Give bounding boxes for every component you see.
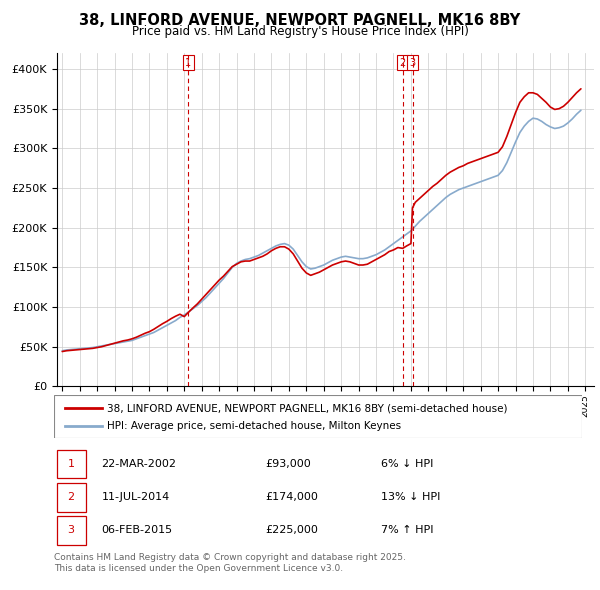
FancyBboxPatch shape: [56, 450, 86, 478]
Text: HPI: Average price, semi-detached house, Milton Keynes: HPI: Average price, semi-detached house,…: [107, 421, 401, 431]
Text: 13% ↓ HPI: 13% ↓ HPI: [382, 492, 441, 502]
Text: 11-JUL-2014: 11-JUL-2014: [101, 492, 170, 502]
FancyBboxPatch shape: [56, 516, 86, 545]
Text: 7% ↑ HPI: 7% ↑ HPI: [382, 525, 434, 535]
FancyBboxPatch shape: [54, 395, 582, 438]
Text: 1: 1: [68, 459, 74, 469]
Text: Contains HM Land Registry data © Crown copyright and database right 2025.: Contains HM Land Registry data © Crown c…: [54, 553, 406, 562]
Text: £174,000: £174,000: [265, 492, 318, 502]
Text: 22-MAR-2002: 22-MAR-2002: [101, 459, 176, 469]
Text: £93,000: £93,000: [265, 459, 311, 469]
Text: Price paid vs. HM Land Registry's House Price Index (HPI): Price paid vs. HM Land Registry's House …: [131, 25, 469, 38]
Text: £225,000: £225,000: [265, 525, 318, 535]
Text: 38, LINFORD AVENUE, NEWPORT PAGNELL, MK16 8BY (semi-detached house): 38, LINFORD AVENUE, NEWPORT PAGNELL, MK1…: [107, 403, 508, 413]
FancyBboxPatch shape: [56, 483, 86, 512]
Text: 6% ↓ HPI: 6% ↓ HPI: [382, 459, 434, 469]
Text: 1: 1: [185, 58, 191, 68]
Text: 38, LINFORD AVENUE, NEWPORT PAGNELL, MK16 8BY: 38, LINFORD AVENUE, NEWPORT PAGNELL, MK1…: [79, 13, 521, 28]
Text: 2: 2: [68, 492, 75, 502]
Text: 3: 3: [68, 525, 74, 535]
Text: 2: 2: [400, 58, 406, 68]
Text: This data is licensed under the Open Government Licence v3.0.: This data is licensed under the Open Gov…: [54, 564, 343, 573]
Text: 06-FEB-2015: 06-FEB-2015: [101, 525, 173, 535]
Text: 3: 3: [409, 58, 416, 68]
